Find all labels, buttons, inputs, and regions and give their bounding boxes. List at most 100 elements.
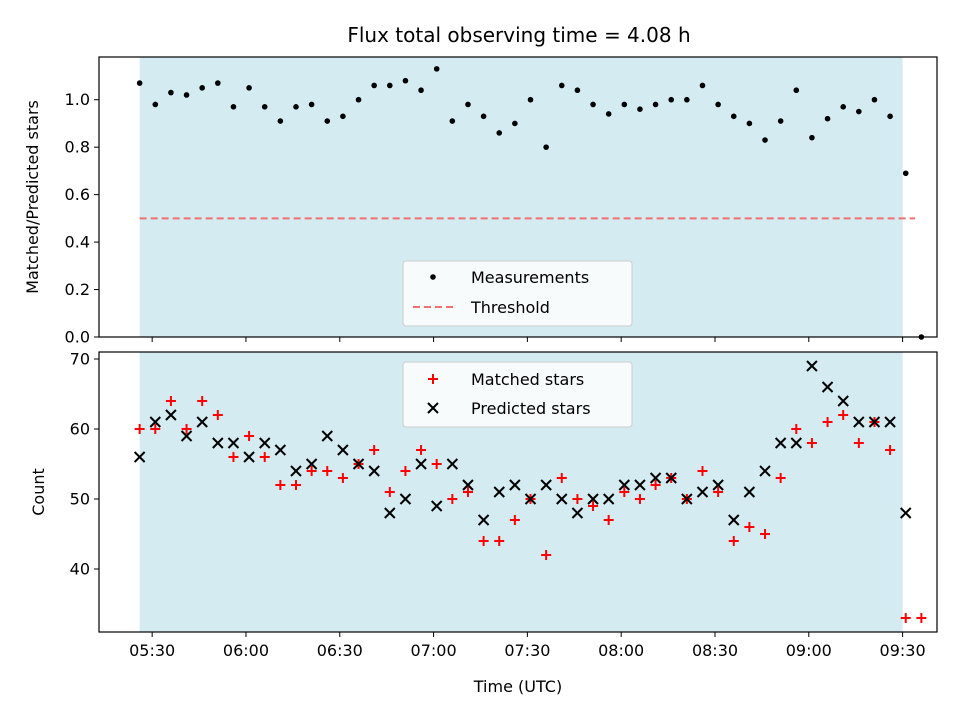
measurement-point-17: [402, 77, 409, 84]
measurement-point-43: [809, 134, 815, 141]
predicted-point-12: [321, 430, 333, 442]
predicted-point-40: [759, 465, 771, 477]
top-ytick-label-3: 0.6: [65, 185, 90, 204]
predicted-point-6: [227, 437, 240, 449]
matched-point-50: [916, 613, 927, 623]
top-panel: 0.0 0.2 0.4 0.6 0.8 1.0 Matched/Predicted sta…: [23, 56, 938, 347]
measurement-point-4: [199, 85, 205, 91]
measurement-point-25: [527, 96, 534, 103]
top-legend-box: [402, 260, 633, 327]
matched-point-33: [650, 480, 661, 490]
predicted-point-21: [462, 479, 474, 491]
measurement-point-1: [152, 101, 159, 108]
xtick-label-6: 08:30: [692, 641, 738, 660]
matched-point-3: [181, 424, 192, 434]
legend-marker-predicted: [427, 402, 439, 414]
matched-point-13: [337, 473, 348, 483]
bottom-y-axis-label: Count: [29, 468, 48, 516]
measurement-point-5: [215, 80, 221, 86]
matched-point-24: [509, 515, 520, 525]
matched-point-23: [494, 536, 505, 546]
matched-point-36: [697, 466, 708, 476]
matched-point-7: [244, 431, 255, 441]
measurement-point-15: [371, 82, 377, 89]
predicted-point-47: [868, 416, 881, 428]
predicted-point-20: [446, 458, 459, 470]
measurement-point-41: [777, 118, 784, 124]
predicted-point-34: [665, 472, 677, 484]
matched-point-44: [822, 417, 833, 427]
matched-point-0: [134, 424, 145, 434]
matched-point-20: [447, 494, 458, 504]
measurement-point-38: [730, 113, 737, 120]
top-ytick-label-4: 0.8: [65, 138, 90, 157]
measurement-point-42: [793, 87, 800, 94]
top-ytick-label-5: 1.0: [65, 90, 90, 109]
measurement-point-12: [324, 118, 331, 124]
predicted-point-35: [681, 493, 693, 505]
matched-point-6: [228, 452, 239, 462]
matched-point-40: [760, 529, 771, 539]
measurement-point-19: [433, 66, 440, 72]
xtick-label-0: 05:30: [129, 641, 175, 660]
top-ytick-label-0: 0.0: [65, 328, 90, 347]
matched-point-26: [541, 550, 552, 560]
predicted-point-14: [352, 458, 365, 470]
matched-point-39: [744, 522, 755, 532]
matched-point-31: [619, 487, 630, 497]
measurement-point-35: [684, 96, 690, 103]
measurement-point-48: [887, 113, 893, 120]
predicted-point-44: [821, 381, 834, 393]
bottom-legend-box: [402, 361, 633, 428]
measurement-point-8: [261, 104, 268, 110]
predicted-point-41: [774, 437, 787, 449]
predicted-point-36: [696, 486, 709, 498]
xtick-label-3: 07:00: [411, 641, 457, 660]
matched-point-48: [885, 445, 896, 455]
predicted-point-4: [196, 416, 208, 428]
top-ytick-label-2: 0.4: [65, 233, 90, 252]
measurement-point-28: [574, 87, 581, 94]
predicted-point-7: [243, 451, 255, 463]
matched-point-37: [713, 487, 724, 497]
chart-title: Flux total observing time = 4.08 h: [347, 23, 690, 47]
measurement-point-29: [590, 101, 596, 108]
predicted-point-45: [837, 395, 849, 407]
top-y-axis-label: Matched/Predicted stars: [23, 100, 42, 294]
predicted-point-16: [384, 507, 396, 519]
measurement-point-20: [449, 118, 456, 124]
matched-point-16: [384, 487, 395, 497]
legend-label-predicted: Predicted stars: [471, 399, 591, 418]
predicted-point-39: [743, 486, 756, 498]
predicted-point-15: [368, 465, 380, 477]
matched-point-28: [572, 494, 583, 504]
legend-label-matched: Matched stars: [471, 370, 584, 389]
matched-point-12: [322, 466, 333, 476]
measurement-point-44: [824, 115, 831, 122]
measurement-point-49: [902, 170, 909, 177]
predicted-point-11: [305, 458, 318, 470]
measurement-point-2: [168, 89, 174, 96]
predicted-point-0: [133, 451, 146, 463]
predicted-point-1: [149, 416, 161, 428]
measurement-point-6: [230, 104, 237, 110]
matched-point-4: [197, 396, 208, 406]
measurement-point-33: [652, 101, 659, 108]
matched-point-41: [775, 473, 786, 483]
top-legend: Measurements Threshold: [402, 260, 633, 327]
matched-point-22: [478, 536, 489, 546]
measurement-point-0: [136, 80, 143, 86]
measurement-point-9: [277, 118, 284, 124]
matched-point-32: [634, 494, 645, 504]
legend-label-measurements: Measurements: [471, 268, 589, 287]
top-ytick-label-1: 0.2: [65, 280, 90, 299]
legend-marker-measurements: [430, 274, 436, 280]
bottom-ytick-label-0: 40: [70, 560, 90, 579]
matched-point-2: [165, 396, 176, 406]
measurement-point-27: [558, 82, 565, 89]
measurement-point-31: [621, 101, 628, 108]
matched-point-5: [212, 410, 223, 420]
matched-point-27: [556, 473, 567, 483]
measurement-point-14: [355, 96, 362, 103]
